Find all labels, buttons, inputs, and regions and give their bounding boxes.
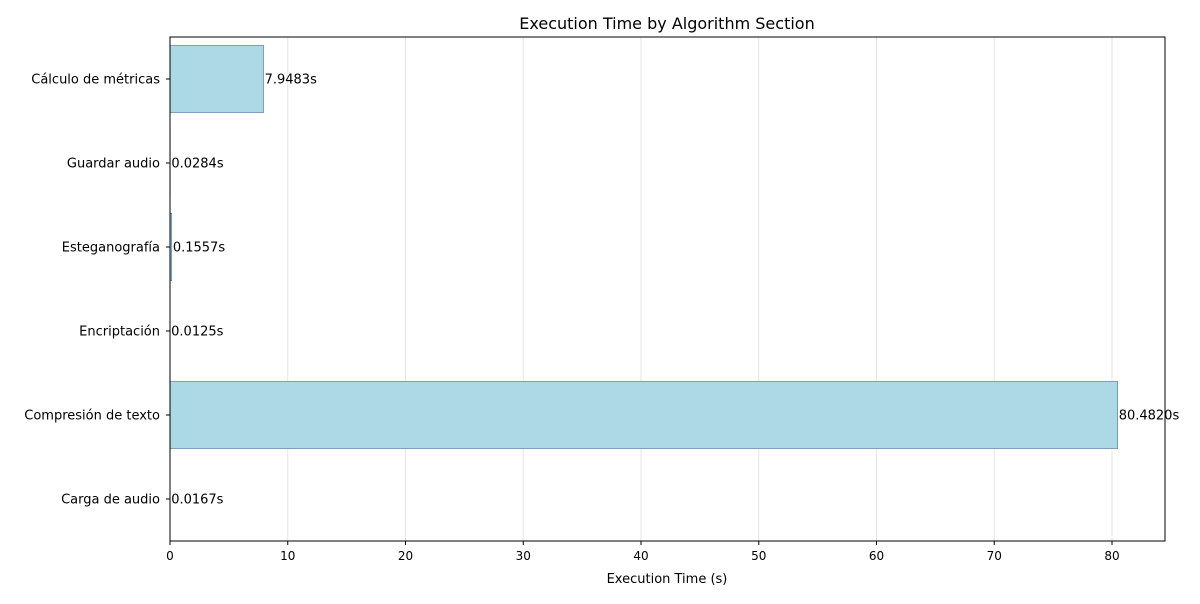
x-tick-label: 30 xyxy=(516,549,531,563)
x-tick-label: 0 xyxy=(166,549,174,563)
x-tick-label: 10 xyxy=(280,549,295,563)
data-label: 0.0167s xyxy=(171,493,223,508)
data-label: 7.9483s xyxy=(265,73,317,88)
bars xyxy=(170,45,1118,532)
plot-frame xyxy=(170,37,1165,541)
bar xyxy=(170,45,264,112)
y-tick-label: Cálculo de métricas xyxy=(31,73,160,88)
data-label: 0.0125s xyxy=(171,325,223,340)
x-tick-label: 60 xyxy=(869,549,884,563)
y-tick-label: Compresión de texto xyxy=(24,409,160,424)
y-tick-label: Carga de audio xyxy=(61,493,160,508)
data-label: 0.0284s xyxy=(171,157,223,172)
data-label: 0.1557s xyxy=(173,241,225,256)
x-axis-ticks: 0 10 20 30 40 50 60 70 80 xyxy=(166,541,1119,563)
y-tick-label: Esteganografía xyxy=(62,241,160,256)
chart-title: Execution Time by Algorithm Section xyxy=(519,14,814,33)
x-tick-label: 50 xyxy=(751,549,766,563)
x-tick-label: 20 xyxy=(398,549,413,563)
y-tick-label: Encriptación xyxy=(79,325,160,340)
y-tick-label: Guardar audio xyxy=(67,157,160,172)
x-tick-label: 80 xyxy=(1104,549,1119,563)
y-axis-ticks: Carga de audio Compresión de texto Encript… xyxy=(24,73,170,508)
data-label: 80.4820s xyxy=(1119,409,1180,424)
bar xyxy=(170,381,1118,448)
x-tick-label: 40 xyxy=(633,549,648,563)
x-axis-label: Execution Time (s) xyxy=(607,572,728,587)
x-tick-label: 70 xyxy=(987,549,1002,563)
grid-lines xyxy=(170,37,1112,541)
